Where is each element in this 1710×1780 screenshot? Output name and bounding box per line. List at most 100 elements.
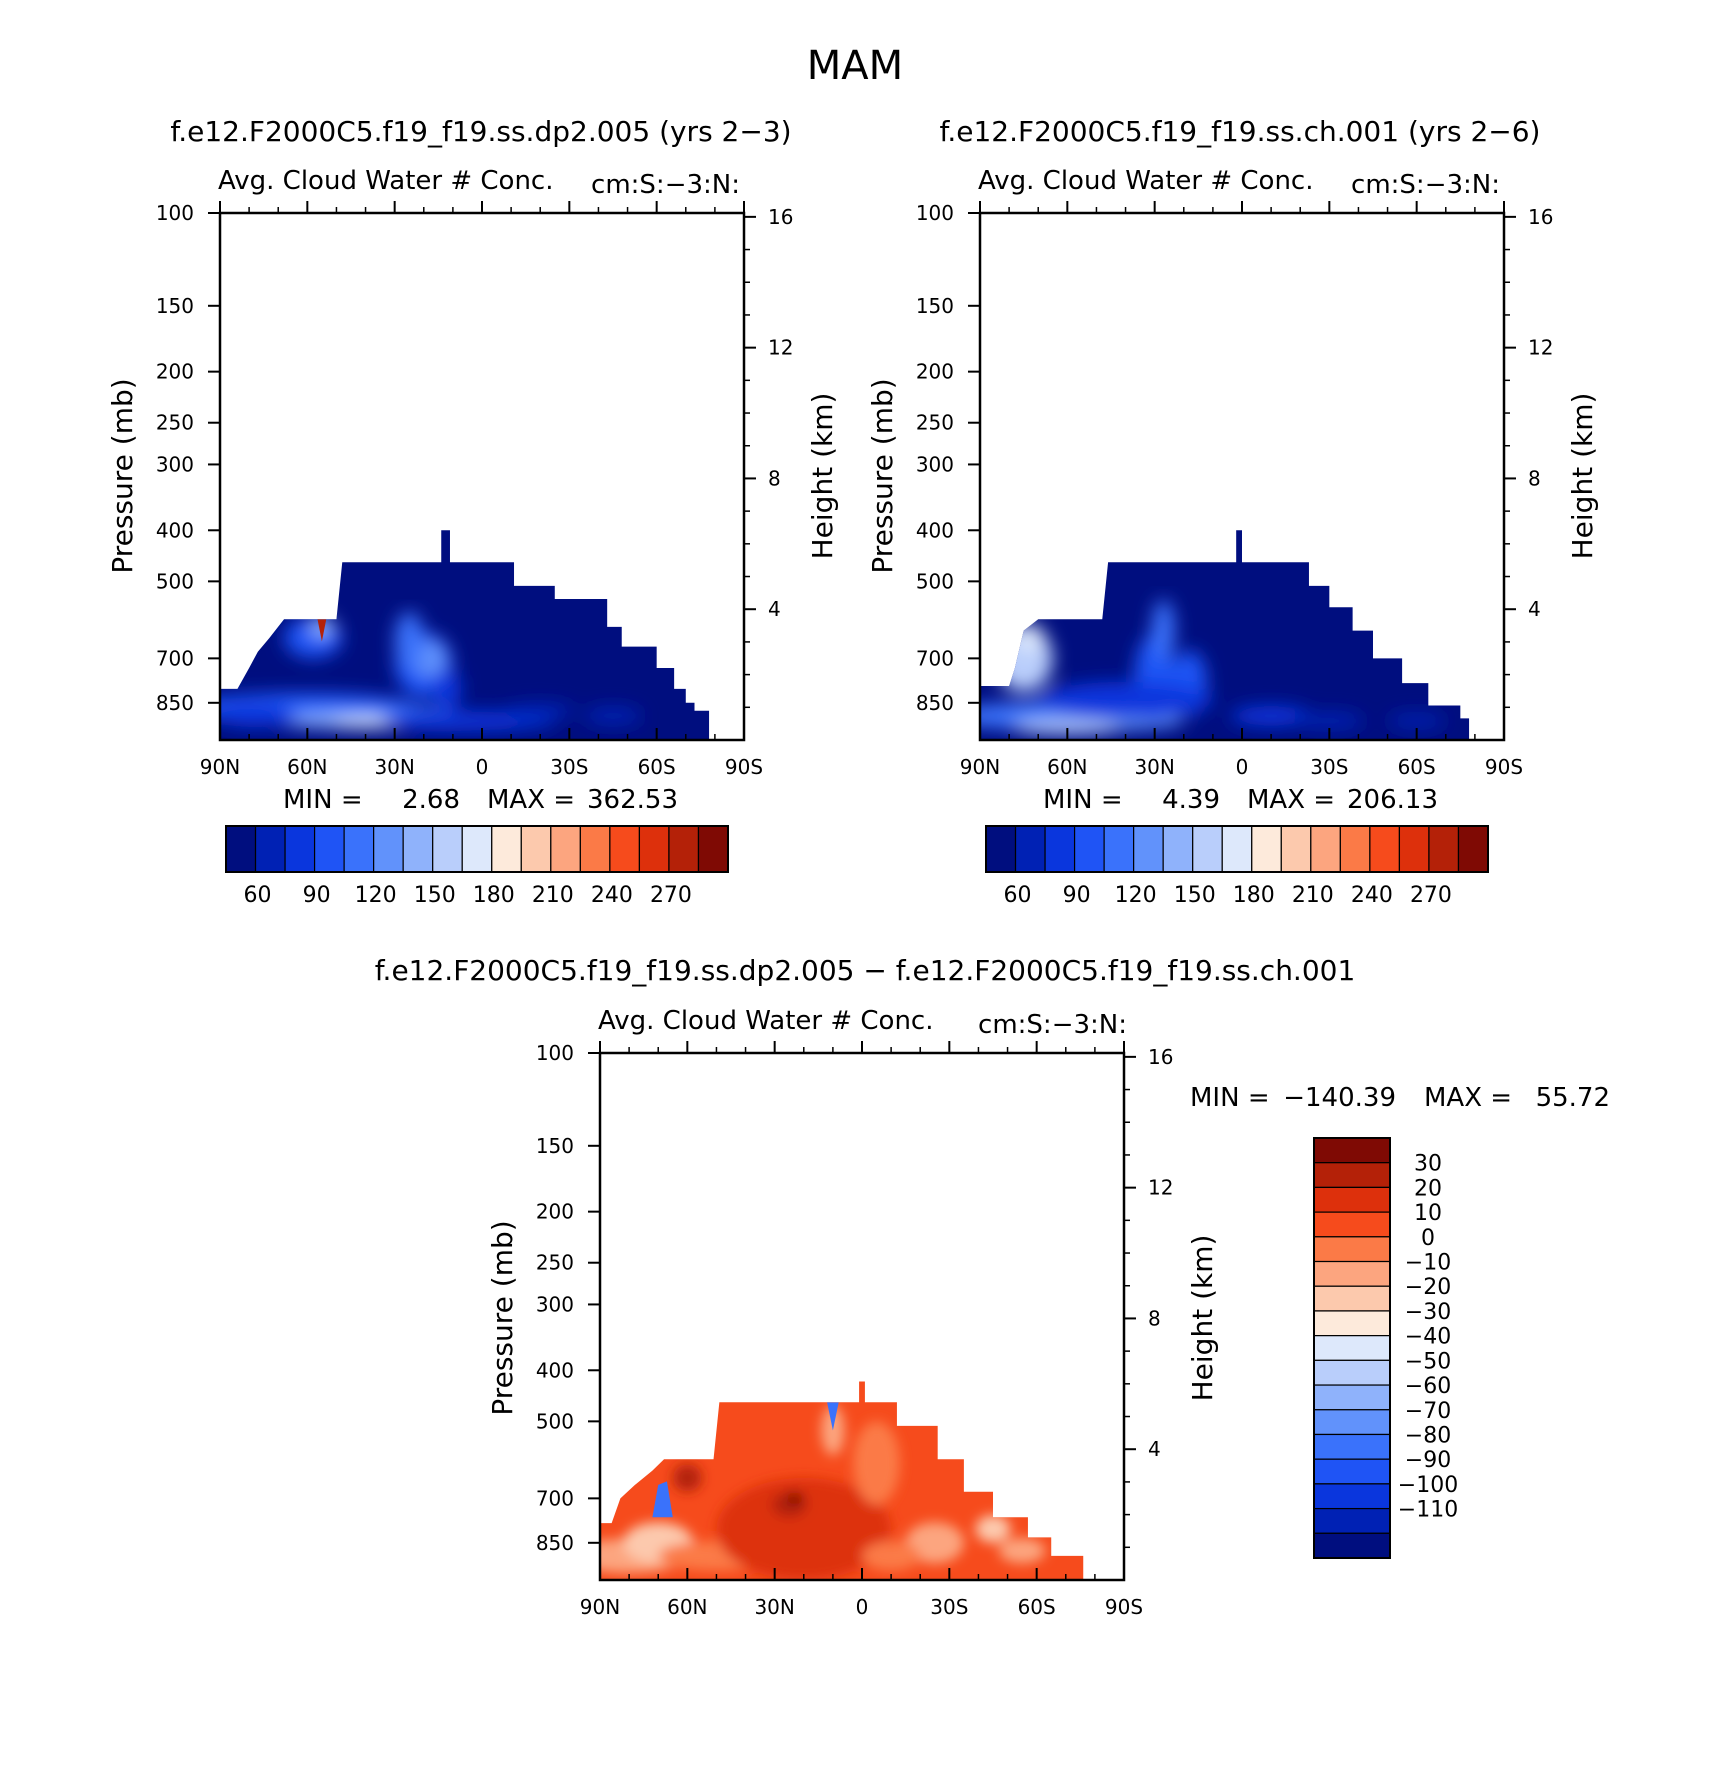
contour-max-spike <box>317 619 327 642</box>
panel-title: f.e12.F2000C5.f19_f19.ss.dp2.005 (yrs 2−… <box>170 115 791 148</box>
contour-field <box>600 1381 1084 1580</box>
y-tick-label: 300 <box>536 1292 574 1316</box>
colorbar-label: −100 <box>1398 1473 1458 1498</box>
colorbar-label: 90 <box>1063 883 1091 908</box>
panel-subtitle: Avg. Cloud Water # Conc. <box>978 166 1314 196</box>
panel-difference: f.e12.F2000C5.f19_f19.ss.dp2.005 − f.e12… <box>375 954 1610 1619</box>
colorbar-swatch <box>1313 1532 1391 1559</box>
x-tick-label: 90S <box>1105 1595 1143 1619</box>
colorbar-label: 60 <box>244 883 272 908</box>
y-axis-label: Pressure (mb) <box>106 378 139 573</box>
colorbar-swatch <box>1313 1186 1391 1213</box>
colorbar-label: −20 <box>1405 1275 1451 1300</box>
colorbar-swatch <box>1014 825 1046 873</box>
colorbar-swatch <box>1073 825 1105 873</box>
colorbar-label: 270 <box>650 883 692 908</box>
contour-blob <box>1014 623 1045 652</box>
y-tick-label-right: 4 <box>1148 1437 1161 1461</box>
colorbar-swatch <box>402 825 434 873</box>
contour-blob <box>862 1541 921 1571</box>
y-tick-label: 400 <box>916 518 954 542</box>
y-tick-label-right: 12 <box>1148 1176 1173 1200</box>
colorbar-frame <box>985 825 1489 873</box>
colorbar-label: −10 <box>1405 1251 1451 1276</box>
colorbar-label: 270 <box>1410 883 1452 908</box>
contour-field <box>980 530 1470 740</box>
y-tick-label: 200 <box>916 360 954 384</box>
y-tick-label: 200 <box>536 1200 574 1224</box>
max-value: 206.13 <box>1347 785 1438 815</box>
colorbar-swatch <box>1313 1483 1391 1510</box>
colorbar-swatch <box>1313 1211 1391 1238</box>
colorbar-swatch <box>491 825 522 873</box>
y-tick-label-right: 16 <box>1148 1045 1173 1069</box>
colorbar-swatch <box>1162 825 1194 873</box>
colorbar-label: 20 <box>1414 1176 1442 1201</box>
colorbar-swatch <box>1313 1310 1391 1337</box>
colorbar-swatch <box>1133 825 1164 873</box>
colorbar-frame <box>1313 1137 1391 1559</box>
colorbar-label: −30 <box>1405 1300 1451 1325</box>
colorbar-swatch <box>1192 825 1223 873</box>
max-value: 362.53 <box>587 785 678 815</box>
colorbar-swatch <box>1313 1260 1391 1287</box>
colorbar-swatch <box>432 825 463 873</box>
colorbar-swatch <box>1457 825 1489 873</box>
colorbar-label: 240 <box>1351 883 1393 908</box>
x-tick-label: 60N <box>287 755 327 779</box>
colorbar-swatch <box>1313 1409 1391 1436</box>
y-axis-label-right: Height (km) <box>1566 393 1599 560</box>
panel-dp2: f.e12.F2000C5.f19_f19.ss.dp2.005 (yrs 2−… <box>106 115 839 908</box>
y-axis-label-right: Height (km) <box>1186 1235 1219 1402</box>
y-tick-label: 250 <box>916 411 954 435</box>
x-tick-label: 30S <box>550 755 588 779</box>
y-tick-label: 100 <box>536 1041 574 1065</box>
colorbar-label: 120 <box>355 883 397 908</box>
y-axis-label: Pressure (mb) <box>866 378 899 573</box>
colorbar-swatch <box>1313 1162 1391 1189</box>
y-tick-label-right: 12 <box>768 336 793 360</box>
colorbar-swatch <box>697 825 729 873</box>
contour-blob <box>394 611 424 672</box>
max-value: 55.72 <box>1536 1083 1610 1113</box>
region-label: cm:S:−3:N: <box>1351 170 1500 200</box>
y-tick-label: 100 <box>156 201 194 225</box>
colorbar-swatch <box>520 825 552 873</box>
contour-blob <box>1230 705 1312 726</box>
colorbar-swatch <box>1044 825 1076 873</box>
region-label: cm:S:−3:N: <box>978 1010 1127 1040</box>
y-tick-label-right: 16 <box>768 205 793 229</box>
x-tick-label: 60S <box>638 755 676 779</box>
colorbar-swatch <box>225 825 257 873</box>
contour-blob <box>716 1477 892 1580</box>
y-tick-label: 400 <box>536 1358 574 1382</box>
min-value: 4.39 <box>1162 785 1220 815</box>
colorbar-swatch <box>985 825 1017 873</box>
y-tick-label: 250 <box>156 411 194 435</box>
x-tick-label: 90N <box>580 1595 620 1619</box>
y-tick-label-right: 8 <box>1528 466 1541 490</box>
contour-blob <box>432 669 462 709</box>
colorbar-swatch <box>1221 825 1253 873</box>
x-tick-label: 60N <box>667 1595 707 1619</box>
colorbar-swatch <box>1428 825 1460 873</box>
colorbar-frame <box>225 825 729 873</box>
colorbar-swatch <box>313 825 345 873</box>
colorbar-label: −50 <box>1405 1349 1451 1374</box>
contour-blob <box>853 1421 900 1505</box>
colorbar-label: −110 <box>1398 1498 1458 1523</box>
contour-blob <box>1387 713 1446 729</box>
contour-blob <box>672 1463 702 1492</box>
contour-blob <box>1294 712 1365 730</box>
panel-subtitle: Avg. Cloud Water # Conc. <box>598 1006 934 1036</box>
x-tick-label: 60N <box>1047 755 1087 779</box>
colorbar-swatch <box>1313 1236 1391 1263</box>
contour-field <box>220 530 710 740</box>
colorbar-swatch <box>1313 1359 1391 1386</box>
y-tick-label: 850 <box>156 691 194 715</box>
colorbar-label: 180 <box>1233 883 1275 908</box>
colorbar-label: 210 <box>532 883 574 908</box>
colorbar-swatch <box>1398 825 1430 873</box>
colorbar-swatch <box>1310 825 1341 873</box>
